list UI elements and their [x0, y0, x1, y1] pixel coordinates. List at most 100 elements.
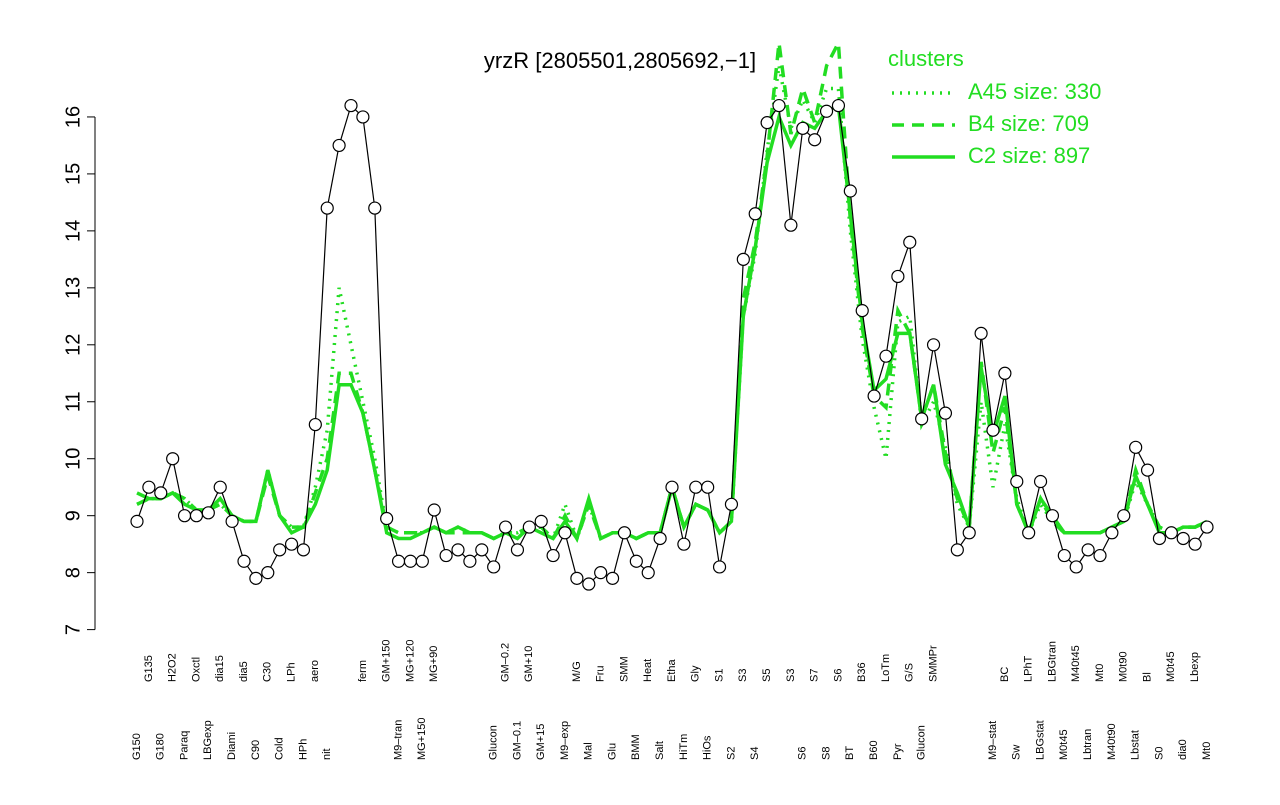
data-point [915, 412, 929, 426]
x-tick-label: SMM [618, 656, 630, 682]
data-point [154, 486, 168, 500]
y-tick-label: 15 [62, 163, 84, 185]
data-point [724, 497, 739, 511]
y-tick-label: 9 [62, 510, 84, 521]
data-point [356, 110, 370, 124]
x-tick-label: Pyr [892, 743, 904, 760]
data-point [522, 520, 536, 534]
x-tick-label: Salt [654, 741, 666, 760]
x-tick-label: S6 [797, 747, 809, 760]
y-tick-label: 8 [62, 567, 84, 578]
x-tick-label: MG+120 [404, 640, 416, 683]
y-tick-label: 13 [62, 277, 84, 299]
x-tick-label: MG+150 [416, 718, 428, 761]
x-tick-label: G135 [143, 655, 155, 682]
data-point [451, 543, 465, 557]
data-point [213, 480, 227, 494]
data-point [903, 235, 917, 249]
y-tick-label: 11 [62, 391, 84, 412]
data-point [534, 514, 548, 528]
x-tick-label: Lbexp [1189, 652, 1201, 682]
data-point [344, 98, 358, 113]
data-point [498, 520, 513, 534]
x-tick-label: S8 [820, 747, 832, 760]
data-point [570, 571, 584, 585]
x-tick-label: dia15 [214, 655, 226, 682]
data-point [950, 543, 964, 557]
legend-title: clusters [888, 46, 964, 71]
x-tick-label: S7 [809, 669, 821, 682]
x-tick-label: LPh [285, 662, 297, 682]
x-tick-label: LBGtran [1046, 641, 1058, 682]
x-tick-label: Glucon [916, 725, 928, 760]
data-point [1057, 548, 1071, 563]
data-point [986, 423, 1000, 437]
data-point [796, 121, 810, 135]
data-point [201, 506, 215, 520]
x-tick-label: Bl [1141, 672, 1153, 682]
legend-label: A45 size: 330 [968, 79, 1101, 104]
x-tick-label: GM+150 [381, 640, 393, 683]
data-point [403, 554, 418, 568]
data-point [831, 98, 846, 113]
x-tick-label: aero [309, 660, 321, 682]
data-point [1069, 560, 1083, 574]
x-tick-label: nit [321, 748, 333, 760]
data-point [1093, 548, 1107, 563]
data-point [261, 566, 275, 580]
data-point [867, 389, 881, 403]
chart-title: yrzR [2805501,2805692,−1] [484, 48, 756, 73]
x-tick-label: LPhT [1023, 655, 1035, 682]
data-point [1081, 543, 1095, 557]
data-point [166, 452, 180, 466]
data-point [677, 537, 691, 551]
x-tick-label: GM+10 [523, 646, 535, 682]
x-tick-label: ferm [357, 660, 369, 682]
data-point [582, 577, 596, 591]
x-tick-label: M40t90 [1106, 723, 1118, 760]
data-point [368, 201, 382, 215]
x-tick-label: BC [999, 667, 1011, 682]
x-tick-label: BMM [630, 734, 642, 760]
x-tick-label: B60 [868, 740, 880, 760]
x-tick-label: Diami [226, 732, 238, 760]
y-tick-label: 12 [62, 334, 84, 356]
x-tick-label: S1 [713, 669, 725, 682]
x-tick-label: S5 [761, 669, 773, 682]
data-point [594, 566, 608, 580]
data-point [380, 511, 394, 526]
x-tick-label: S4 [749, 747, 761, 760]
data-point [689, 480, 703, 494]
x-tick-label: C30 [262, 662, 274, 682]
x-tick-label: M0t45 [1058, 729, 1070, 760]
x-tick-label: SMMPr [927, 645, 939, 682]
data-point [879, 349, 893, 363]
data-point [998, 366, 1012, 380]
x-tick-label: M40t45 [1070, 645, 1082, 682]
data-point [510, 543, 525, 557]
x-tick-label: G/S [904, 663, 916, 682]
legend-label: C2 size: 897 [968, 143, 1090, 168]
x-tick-label: GM–0.2 [499, 643, 511, 682]
x-tick-label: C90 [250, 740, 262, 760]
data-point [808, 133, 822, 147]
data-point [605, 571, 620, 585]
data-point [772, 98, 786, 113]
x-tick-label: Cold [274, 737, 286, 760]
x-tick-label: S2 [725, 747, 737, 760]
data-point [1200, 520, 1214, 534]
data-point [1152, 531, 1167, 546]
data-point [974, 326, 988, 341]
y-tick-label: 16 [62, 106, 84, 128]
x-tick-label: M9–tran [392, 720, 404, 760]
data-point [177, 509, 192, 523]
data-point [1176, 531, 1190, 546]
data-point [1188, 537, 1202, 551]
data-point [641, 566, 655, 580]
y-tick-label: 10 [62, 448, 84, 470]
data-point [273, 543, 287, 557]
data-point [1105, 526, 1119, 540]
data-point [225, 514, 239, 528]
x-tick-label: S6 [832, 669, 844, 682]
data-point [712, 560, 727, 574]
